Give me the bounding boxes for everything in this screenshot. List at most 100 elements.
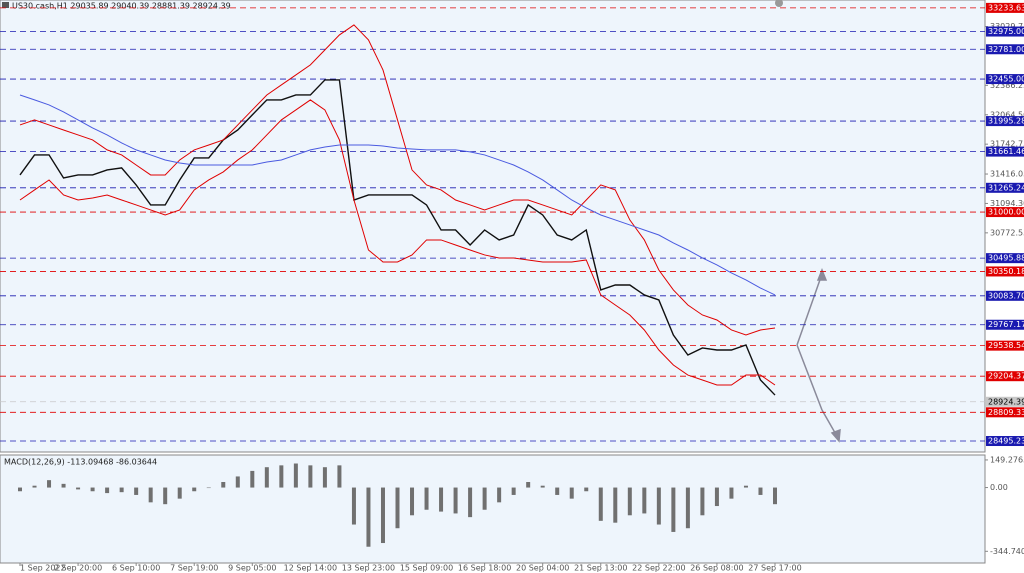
- macd-bar: [134, 487, 139, 495]
- chart-title: US30.cash,H1 29035.89 29040.39 28881.39 …: [12, 2, 231, 11]
- level-label: 31265.24: [988, 183, 1024, 192]
- x-tick-label: 20 Sep 04:00: [516, 564, 569, 573]
- macd-bar: [76, 487, 81, 490]
- level-label-box: [986, 207, 1024, 218]
- level-label: 31995.28: [988, 117, 1024, 126]
- macd-bar: [264, 467, 269, 488]
- x-tick-label: 2 Sep 20:00: [54, 564, 102, 573]
- x-tick-label: 13 Sep 23:00: [342, 564, 395, 573]
- series-line: [19, 24, 776, 336]
- level-label-box: [986, 182, 1024, 193]
- macd-bar: [613, 487, 618, 523]
- level-label-box: [986, 116, 1024, 127]
- macd-bar: [337, 465, 342, 488]
- macd-panel: [0, 454, 986, 564]
- macd-bar: [743, 485, 748, 488]
- y-tick-label: 32064.50: [990, 110, 1024, 119]
- macd-bar: [540, 485, 545, 488]
- y-tick-label: 0.00: [990, 483, 1008, 492]
- macd-bar: [192, 487, 197, 492]
- level-label: 30083.70: [988, 291, 1024, 300]
- macd-bar: [90, 487, 95, 492]
- macd-bar: [482, 487, 487, 510]
- macd-bar: [380, 487, 385, 544]
- macd-bar: [584, 487, 589, 492]
- level-label-box: [986, 253, 1024, 264]
- y-tick-label: 32386.25: [990, 81, 1024, 90]
- x-tick-label: 6 Sep 10:00: [112, 564, 160, 573]
- arrow-down: [796, 344, 823, 411]
- macd-bar: [714, 487, 719, 507]
- level-label-box: [986, 436, 1024, 447]
- macd-bar: [758, 487, 763, 495]
- level-label: 30350.18: [988, 267, 1024, 276]
- y-tick-label: 33029.75: [990, 22, 1024, 31]
- macd-bar: [685, 487, 690, 529]
- level-label: 29204.37: [988, 372, 1024, 381]
- macd-bar: [700, 487, 705, 516]
- macd-bar: [61, 483, 66, 488]
- macd-bar: [163, 487, 168, 505]
- macd-bar: [671, 487, 676, 532]
- macd-bar: [729, 487, 734, 499]
- macd-bar: [47, 480, 52, 488]
- macd-bar: [395, 487, 400, 529]
- level-label-box: [986, 290, 1024, 301]
- x-tick-label: 26 Sep 08:00: [690, 564, 743, 573]
- y-tick-label: 31416.05: [990, 170, 1024, 179]
- macd-bar: [773, 487, 777, 505]
- level-label: 33233.63: [988, 3, 1024, 12]
- level-label: 32975.00: [988, 27, 1024, 36]
- macd-bar: [206, 487, 211, 489]
- macd-bar: [308, 465, 313, 488]
- macd-bar: [177, 487, 182, 499]
- arrow-head: [830, 428, 841, 443]
- y-tick-label: 30772.55: [990, 228, 1024, 237]
- macd-bar: [293, 463, 298, 488]
- x-tick-label: 21 Sep 13:00: [574, 564, 627, 573]
- arrow-up: [796, 273, 823, 346]
- arrow-head: [816, 267, 828, 281]
- series-line: [19, 99, 776, 386]
- level-label: 28809.33: [988, 408, 1024, 417]
- level-label: 29538.54: [988, 341, 1024, 350]
- macd-bar: [439, 487, 444, 512]
- macd-bar: [235, 476, 240, 488]
- macd-bar: [322, 467, 327, 488]
- macd-bar: [148, 487, 153, 503]
- level-label-box: [986, 26, 1024, 37]
- macd-bar: [250, 470, 255, 488]
- macd-bar: [555, 487, 560, 495]
- level-label: 31661.46: [988, 147, 1024, 156]
- x-tick-label: 12 Sep 14:00: [284, 564, 337, 573]
- macd-bar: [424, 487, 429, 510]
- series-line: [19, 94, 776, 296]
- macd-bar: [221, 482, 226, 488]
- macd-bar: [351, 487, 356, 525]
- level-label: 28495.23: [988, 437, 1024, 446]
- level-label-box: [986, 319, 1024, 330]
- level-label: 29767.17: [988, 320, 1024, 329]
- price-panel: [0, 0, 986, 453]
- macd-bar: [279, 465, 284, 488]
- x-tick-label: 16 Sep 18:00: [458, 564, 511, 573]
- y-tick-label: -344.74041: [990, 547, 1024, 556]
- macd-title: MACD(12,26,9) -113.09468 -86.03644: [4, 458, 157, 467]
- x-tick-label: 9 Sep 05:00: [228, 564, 276, 573]
- level-label-box: [986, 2, 1024, 13]
- level-label: 30495.88: [988, 254, 1024, 263]
- macd-bar: [569, 487, 574, 499]
- macd-bar: [32, 485, 37, 488]
- level-label-box: [986, 266, 1024, 277]
- level-label-box: [986, 146, 1024, 157]
- y-tick-label: 31742.75: [990, 140, 1024, 149]
- y-tick-label: 31094.30: [990, 199, 1024, 208]
- macd-bar: [105, 487, 110, 494]
- level-label-box: [986, 371, 1024, 382]
- x-tick-label: 22 Sep 22:00: [632, 564, 685, 573]
- menu-icon: [2, 2, 9, 8]
- macd-bar: [497, 487, 502, 503]
- forecast-arrows: [796, 267, 841, 443]
- level-label-box: [986, 396, 1024, 407]
